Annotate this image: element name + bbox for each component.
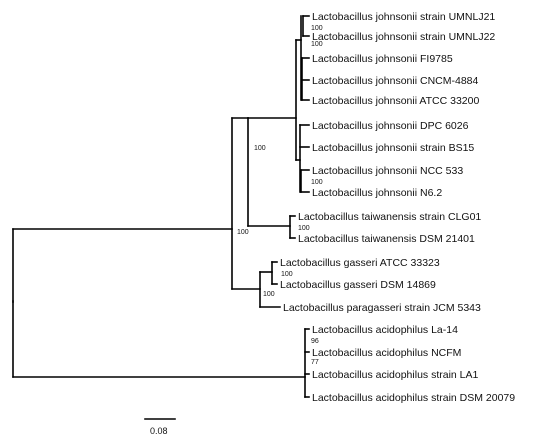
taxon-label: Lactobacillus johnsonii FI9785: [312, 53, 453, 65]
taxon-label: Lactobacillus acidophilus La-14: [312, 324, 458, 336]
taxon-label: Lactobacillus gasseri DSM 14869: [280, 279, 436, 291]
taxon-label: Lactobacillus johnsonii ATCC 33200: [312, 95, 479, 107]
support-value: 77: [311, 359, 319, 366]
taxon-label: Lactobacillus acidophilus strain LA1: [312, 369, 479, 381]
support-value: 96: [311, 338, 319, 345]
support-value: 100: [281, 271, 293, 278]
taxon-label: Lactobacillus gasseri ATCC 33323: [280, 257, 440, 269]
taxon-label: Lactobacillus paragasseri strain JCM 534…: [283, 302, 481, 314]
scale-bar: 0.08: [144, 418, 176, 436]
tree-branches: [12, 15, 310, 398]
support-value: 100: [298, 225, 310, 232]
taxon-label: Lactobacillus johnsonii strain UMNLJ21: [312, 11, 495, 23]
taxon-label: Lactobacillus johnsonii NCC 533: [312, 165, 463, 177]
support-value: 100: [263, 291, 275, 298]
support-value: 100: [311, 41, 323, 48]
support-value: 100: [311, 179, 323, 186]
taxon-label: Lactobacillus acidophilus strain DSM 200…: [312, 392, 515, 404]
taxon-label: Lactobacillus taiwanensis DSM 21401: [298, 233, 475, 245]
support-value: 100: [237, 229, 249, 236]
support-value: 100: [254, 145, 266, 152]
taxon-label: Lactobacillus taiwanensis strain CLG01: [298, 211, 481, 223]
taxon-label: Lactobacillus johnsonii CNCM-4884: [312, 75, 478, 87]
taxon-label: Lactobacillus johnsonii strain BS15: [312, 142, 474, 154]
support-values: 100 100 100 100 100 100 100 100 96 77: [237, 25, 323, 366]
taxon-labels: Lactobacillus johnsonii strain UMNLJ21 L…: [280, 11, 515, 404]
taxon-label: Lactobacillus johnsonii strain UMNLJ22: [312, 31, 495, 43]
taxon-label: Lactobacillus johnsonii DPC 6026: [312, 120, 469, 132]
scale-bar-label: 0.08: [150, 426, 168, 436]
taxon-label: Lactobacillus acidophilus NCFM: [312, 347, 461, 359]
taxon-label: Lactobacillus johnsonii N6.2: [312, 187, 442, 199]
support-value: 100: [311, 25, 323, 32]
